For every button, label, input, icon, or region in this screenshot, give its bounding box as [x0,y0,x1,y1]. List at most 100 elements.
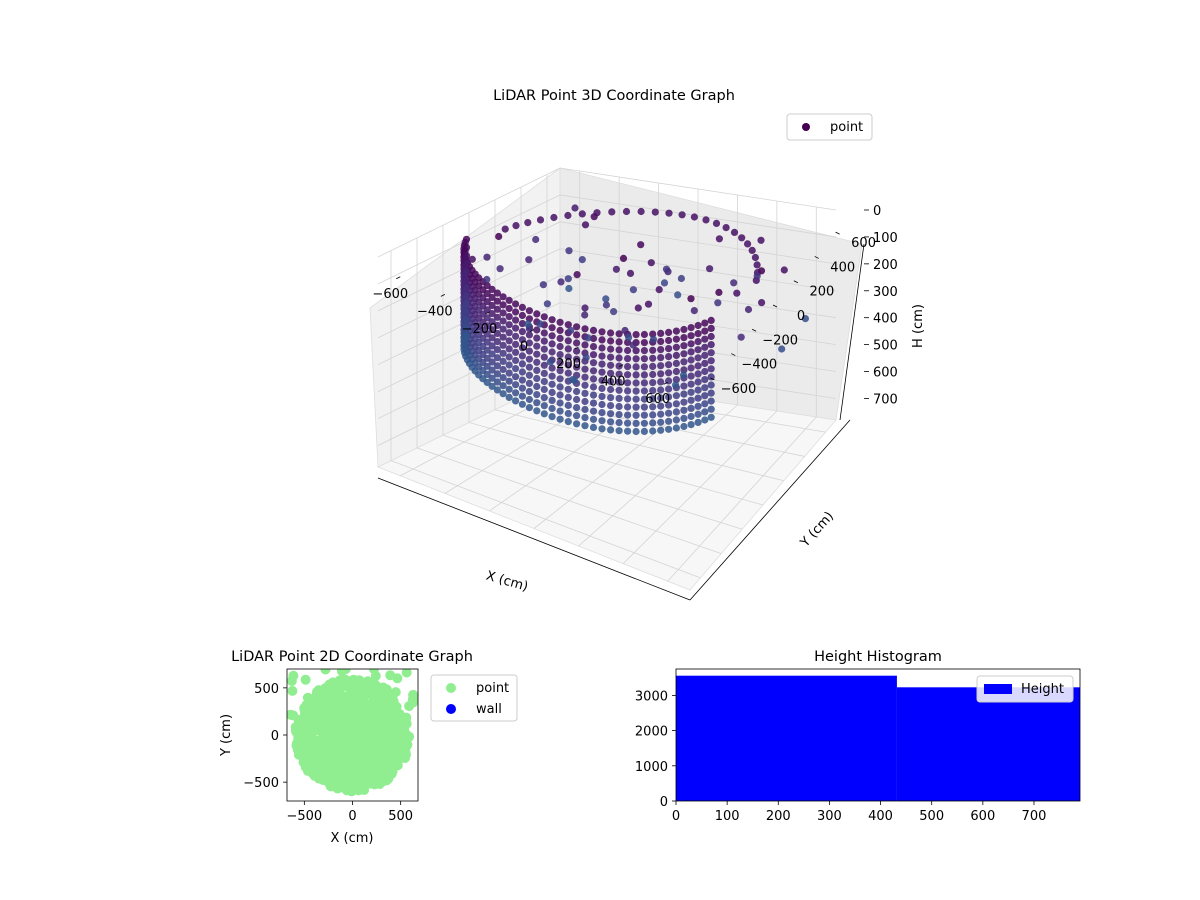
chart2d-point [317,730,328,741]
chart3d-point [757,236,765,244]
chart3d-gridline [377,221,837,312]
chart3d-point [540,345,548,353]
chart3d-point [657,402,665,410]
chart3d-point [589,326,598,334]
chart3d-point [493,321,501,329]
chart3d-point [707,316,715,324]
chart3d-point [556,383,564,391]
chart3d-x-tick [574,346,579,350]
chart3d-point [607,329,615,337]
chart3d-point [525,339,534,347]
chart3d-point [493,370,501,378]
chart3d-point [607,377,615,385]
chart3d-point [548,348,556,356]
chart3d-point [518,384,527,392]
chart3d-point [518,360,527,368]
chart3d-point [624,363,632,371]
chart2d-x-tick-label: 0 [348,809,356,824]
chart3d-point [496,265,504,273]
chart3d-point [499,341,507,349]
chart3d-point [573,387,581,396]
chart3d-point [624,346,632,355]
chart3d-point [694,354,702,362]
chart3d-x-axis-line [377,477,691,601]
chart3d-point [598,352,606,360]
chart3d-point [501,225,509,233]
chart3d-point [640,355,649,363]
chart3d-point [548,340,556,348]
chart3d-point [488,374,496,382]
chart3d-point [564,275,572,283]
chart3d-point [483,370,491,378]
chart3d-point [665,361,673,369]
chart3d-point [649,403,657,411]
chart3d-point [672,367,681,376]
chart3d-x-tick [440,293,446,297]
chart3d-point [556,407,564,415]
chart3d-y-tick [751,328,757,332]
chart2d-point [346,786,357,797]
chart3d-z-tick-label: 700 [873,392,898,407]
chart3d-point [714,299,722,307]
chart3d-point [615,370,623,378]
chart3d-point [701,327,709,335]
chart3d-points [460,204,810,436]
chart3d-y-tick [772,304,778,308]
chart3d-point [607,426,615,434]
chart3d-point [511,340,520,348]
chart3d-point [525,404,534,412]
histogram-ticks: 0 100 200 300 400 500 600 700 0 1000 2000 3000 [635,689,1046,824]
chart3d-point [499,317,507,325]
chart3d-point [533,334,541,342]
chart3d-point [564,337,572,345]
chart3d-point [548,372,556,380]
chart3d-point [687,332,695,340]
chart2d-point [396,724,407,734]
chart3d-y-tick-label: −200 [762,333,798,348]
chart3d-point [640,403,649,411]
chart3d-point [581,422,589,430]
chart3d-point [589,399,598,407]
chart3d-point [690,213,699,221]
chart3d-point [634,304,642,312]
chart3d-point [701,335,709,343]
chart3d-point [488,285,496,293]
histogram-x-tick-label: 500 [919,809,944,824]
chart3d-point [525,256,533,264]
chart3d-point [640,427,649,435]
chart2d-point [370,670,381,681]
chart3d-point [632,411,640,419]
chart3d-point [488,382,496,390]
chart3d-point [518,320,527,328]
chart3d-point [511,308,520,316]
chart3d-title: LiDAR Point 3D Coordinate Graph [493,88,735,104]
chart3d-point [533,407,541,415]
chart3d-legend-marker [802,123,810,131]
chart3d-point [548,404,556,413]
chart3d-point [651,208,659,216]
chart3d-point [573,339,581,347]
chart3d-x-tick-label: 0 [520,340,528,355]
chart3d-point [499,301,507,309]
chart3d-point [556,342,564,351]
chart3d-point [493,386,501,394]
chart3d-point [564,401,572,409]
chart2d-point [348,749,358,760]
chart3d-x-tick-label: 400 [601,375,626,390]
chart3d-point [518,311,527,320]
chart3d-point [657,426,665,434]
histogram-x-tick-label: 600 [970,809,995,824]
chart3d-point [680,334,688,342]
chart3d-point [701,376,709,384]
chart2d-legend-label-point: point [476,681,509,696]
chart3d-point [548,380,556,388]
chart3d-point [672,351,681,359]
chart3d-point [564,369,572,377]
chart3d-point [533,310,541,318]
chart3d-point [701,392,709,400]
chart3d-point [602,301,611,309]
histogram-y-tick-label: 3000 [635,689,668,704]
chart3d-pane-floor [377,377,837,591]
chart3d-y-tick-label: −600 [721,382,757,397]
chart2d-x-tick-label: −500 [286,809,322,824]
